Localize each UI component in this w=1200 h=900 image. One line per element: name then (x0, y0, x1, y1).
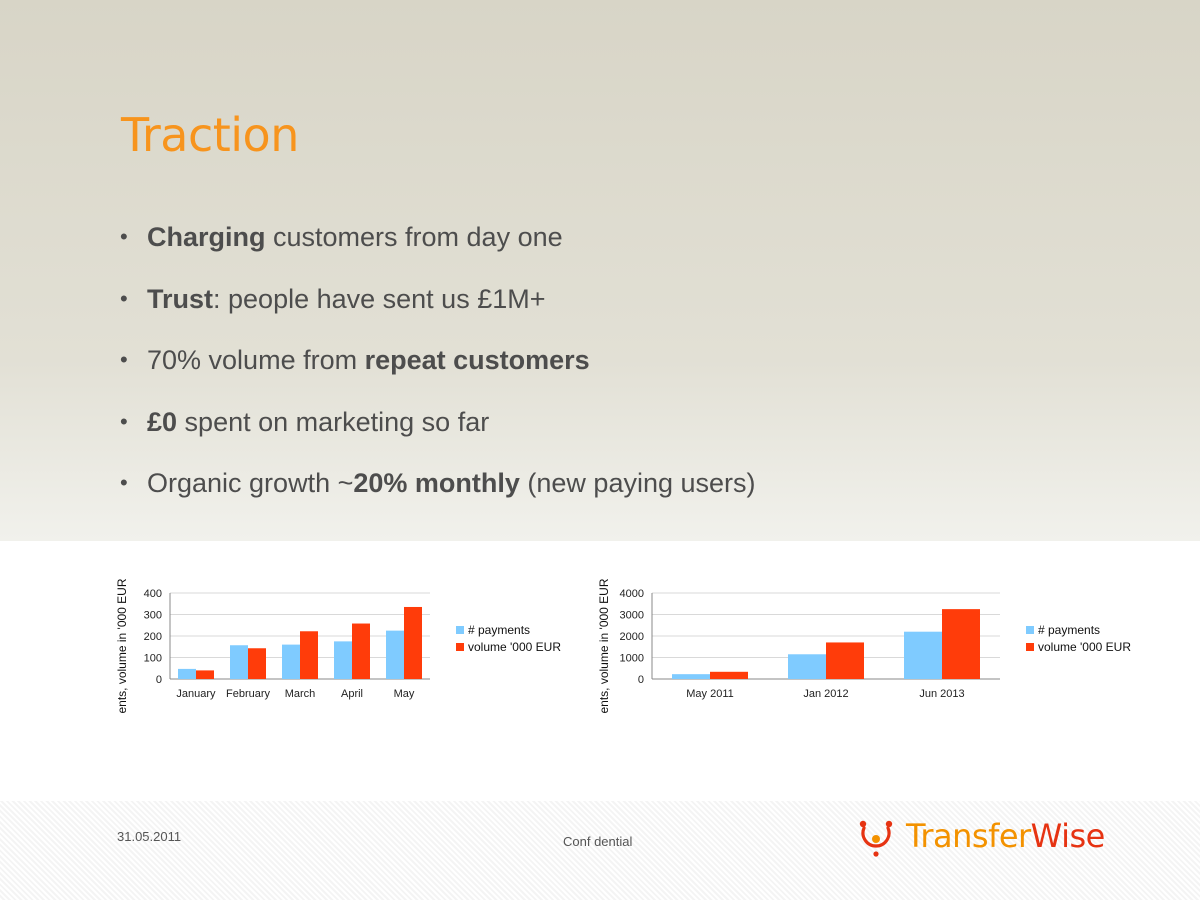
bullet-emphasis: Charging (147, 222, 266, 252)
x-tick-label: Jun 2013 (919, 688, 964, 700)
charts-svg: 0 100 200 300 400 ents, volume in '000 EUR Jan… (115, 578, 1131, 713)
legend-swatch (456, 643, 464, 651)
chart-bar (352, 623, 370, 679)
logo-wordmark: TransferWise (906, 817, 1105, 855)
y-tick-label: 4000 (620, 588, 644, 600)
bullet-dot-icon: • (120, 408, 128, 434)
chart-bar (788, 654, 826, 679)
chart-bar (710, 671, 748, 679)
chart-bar (196, 670, 214, 679)
y-tick-label: 300 (144, 610, 162, 622)
legend-label: # payments (1038, 623, 1100, 637)
x-tick-label: April (341, 688, 363, 700)
slide-title: Traction (121, 108, 299, 162)
bullet-dot-icon: • (120, 224, 128, 249)
x-tick-label: May (394, 688, 415, 700)
legend-swatch (456, 626, 464, 634)
legend-swatch (1026, 626, 1034, 634)
x-tick-label: January (176, 688, 216, 700)
bullet-item: • 70% volume from repeat customers (120, 341, 756, 403)
bullet-list: • Charging customers from day one • Trust:… (120, 218, 756, 526)
transferwise-logo: TransferWise (858, 817, 1105, 857)
x-tick-label: March (285, 688, 316, 700)
bullet-emphasis: 20% monthly (353, 468, 520, 498)
chart-panel: 0 100 200 300 400 ents, volume in '000 EUR Jan… (0, 541, 1200, 801)
x-tick-label: Jan 2012 (803, 688, 848, 700)
bullet-item: • £0 spent on marketing so far (120, 403, 756, 465)
bullet-dot-icon: • (120, 347, 128, 372)
bullet-item: • Charging customers from day one (120, 218, 756, 280)
y-axis-label: ents, volume in '000 EUR (597, 578, 611, 713)
y-tick-label: 400 (144, 588, 162, 600)
bullet-emphasis: Trust (147, 283, 214, 314)
x-tick-label: May 2011 (686, 688, 734, 700)
bullet-emphasis: repeat customers (364, 345, 590, 375)
bullet-emphasis: £0 (147, 406, 178, 437)
chart-bar (386, 630, 404, 679)
y-tick-label: 3000 (620, 610, 644, 622)
chart-bar (248, 648, 266, 679)
chart-bar (282, 644, 300, 679)
chart-bar (672, 674, 710, 679)
chart-bar (904, 631, 942, 679)
legend-swatch (1026, 643, 1034, 651)
y-tick-label: 100 (144, 653, 162, 665)
chart-bar (942, 609, 980, 679)
chart-bar (826, 642, 864, 679)
y-tick-label: 1000 (620, 653, 644, 665)
bullet-item: • Organic growth ~20% monthly (new paying… (120, 464, 756, 526)
y-tick-label: 0 (638, 674, 644, 686)
legend-label: volume '000 EUR (468, 640, 561, 654)
chart-bar (230, 645, 248, 679)
chart-bar (300, 631, 318, 679)
footer-confidential: Conf dential (563, 834, 633, 849)
bullet-item: • Trust: people have sent us £1M+ (120, 280, 756, 342)
legend-label: # payments (468, 623, 530, 637)
chart-bar (178, 668, 196, 679)
x-tick-label: February (226, 688, 271, 700)
y-axis-label: ents, volume in '000 EUR (115, 578, 129, 713)
transferwise-logo-icon (859, 820, 893, 857)
chart-bar (334, 641, 352, 679)
y-tick-label: 2000 (620, 631, 644, 643)
chart-bar (404, 606, 422, 679)
y-tick-label: 200 (144, 631, 162, 643)
bullet-dot-icon: • (120, 470, 128, 495)
y-tick-label: 0 (156, 674, 162, 686)
footer-band (0, 801, 1200, 900)
legend-label: volume '000 EUR (1038, 640, 1131, 654)
footer-date: 31.05.2011 (117, 829, 182, 844)
bullet-dot-icon: • (120, 285, 128, 311)
